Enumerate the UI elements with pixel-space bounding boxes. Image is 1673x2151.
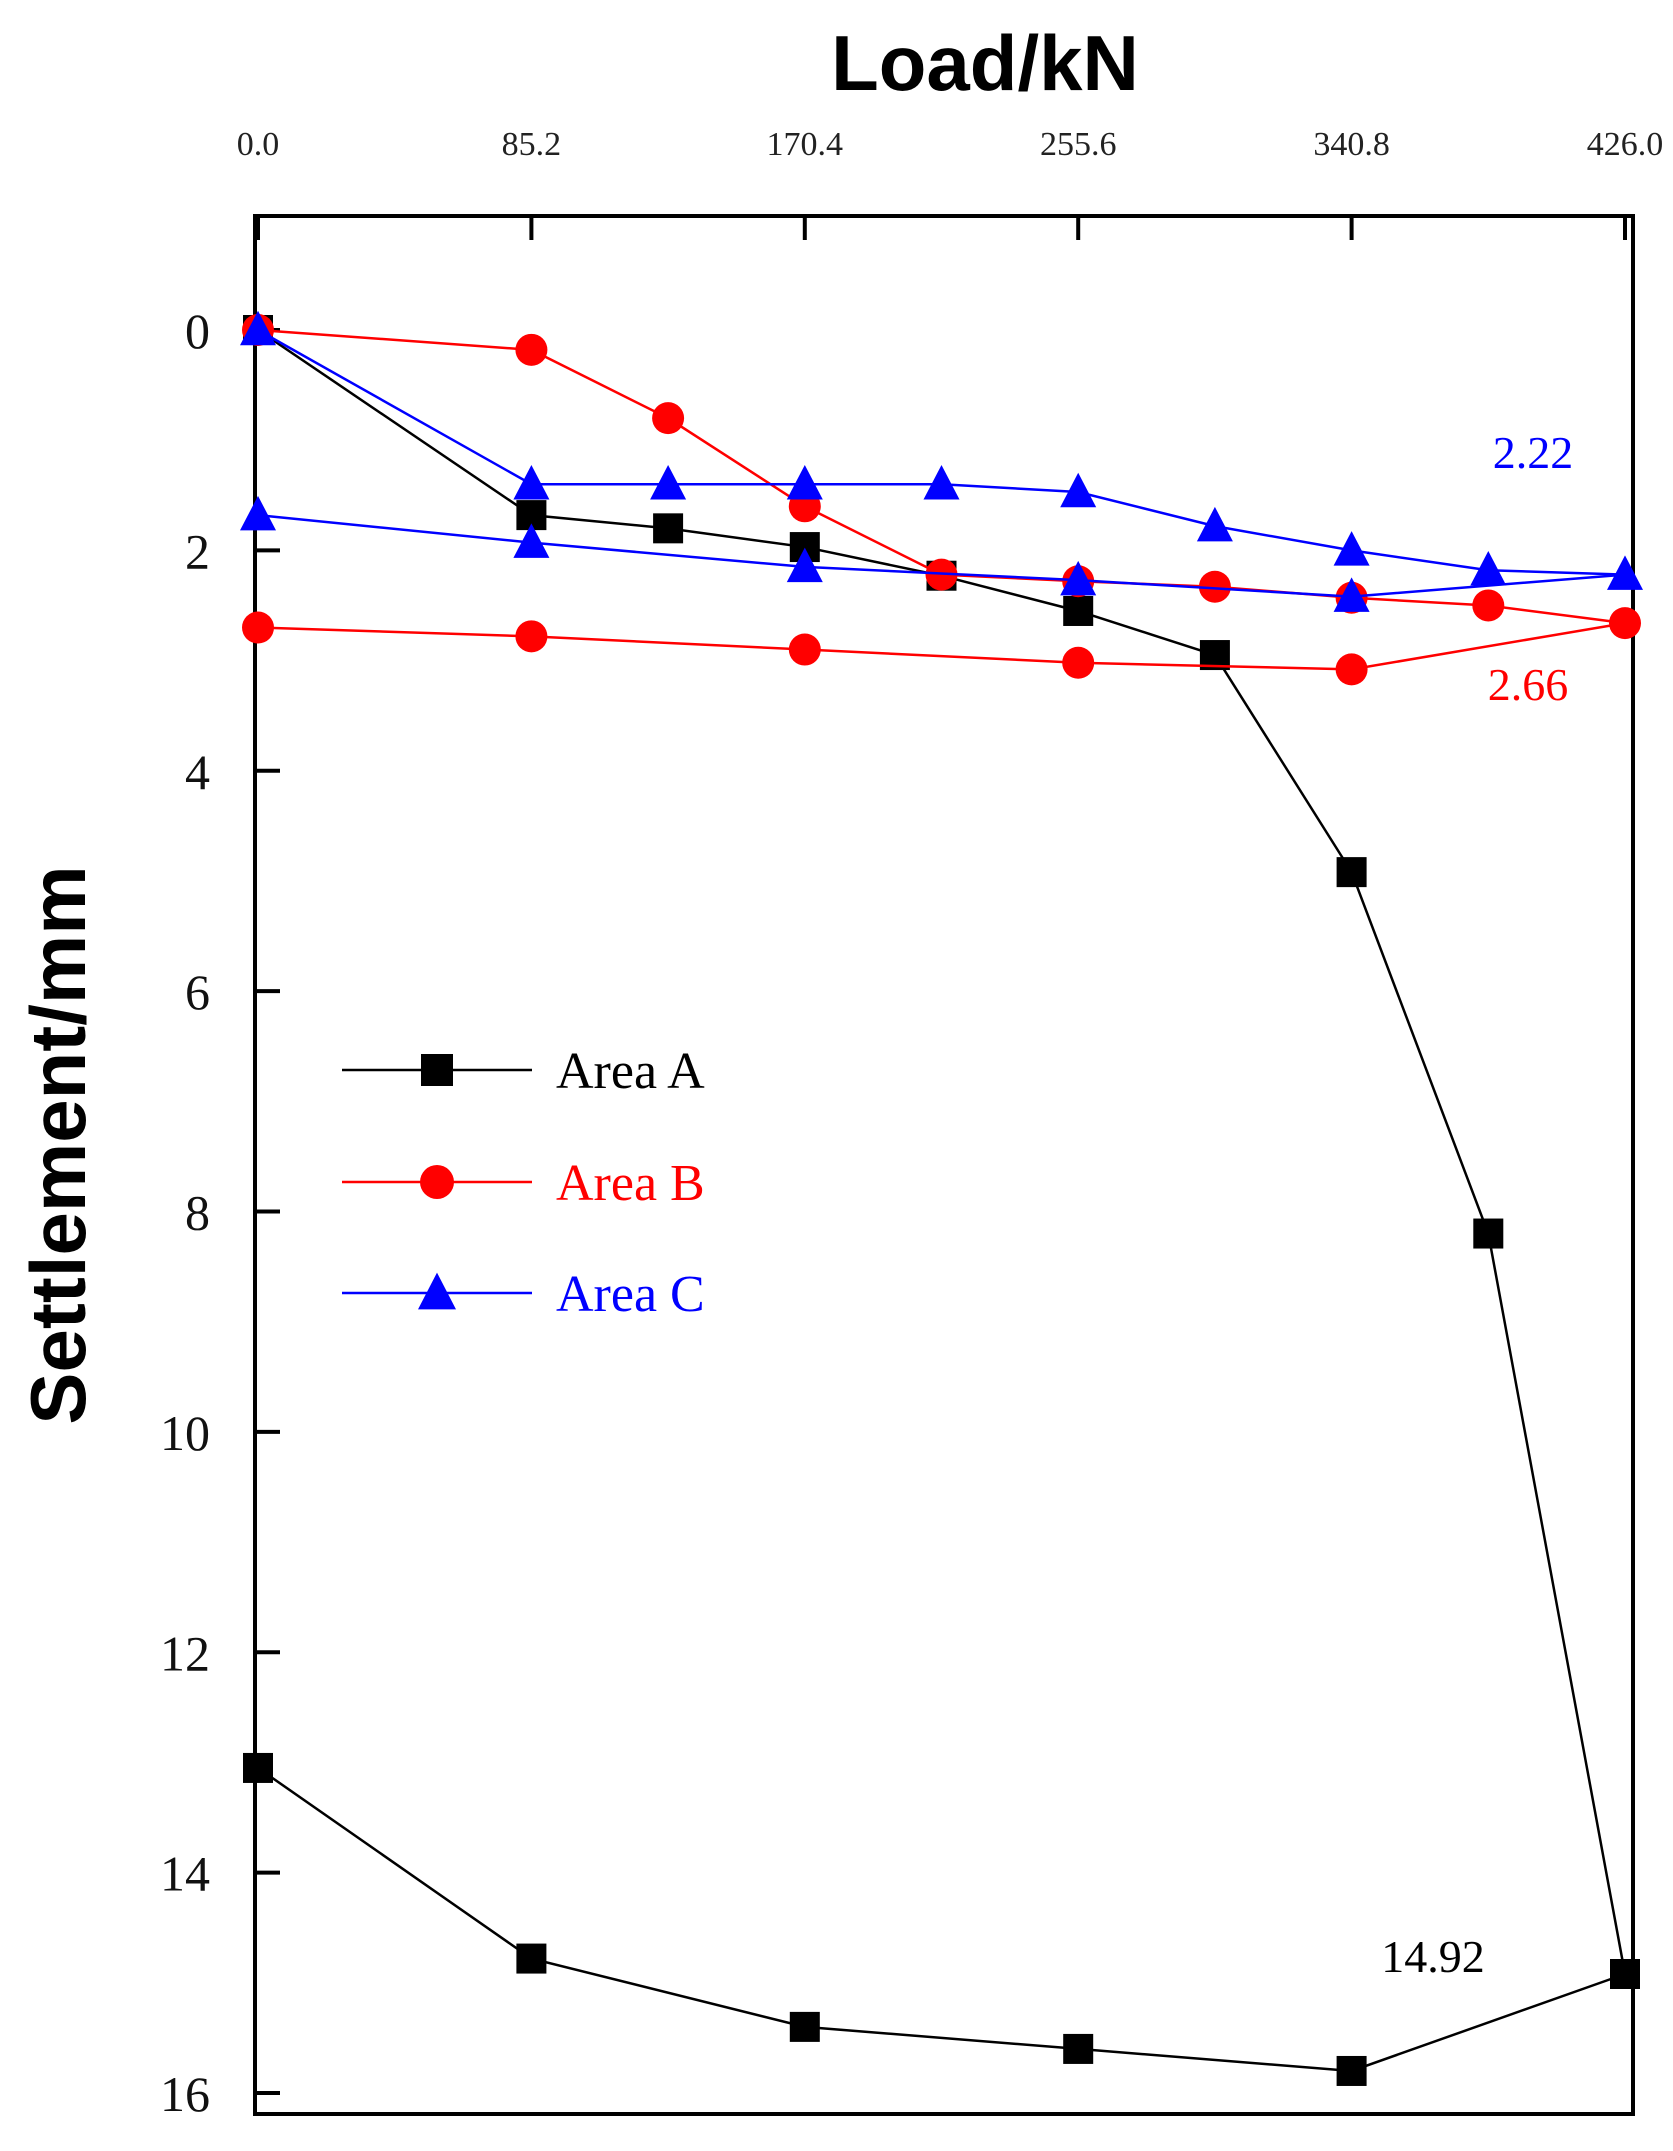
area-c-point bbox=[1196, 506, 1233, 542]
y-tick-label: 10 bbox=[160, 1405, 210, 1461]
plot-frame bbox=[253, 214, 1635, 2116]
legend-label-area-c: Area C bbox=[556, 1266, 705, 1323]
area-a-point bbox=[1473, 1218, 1504, 1249]
area-c-point bbox=[650, 465, 687, 500]
area-b-point bbox=[652, 402, 685, 435]
area-c-point bbox=[513, 523, 550, 558]
area-c-point bbox=[923, 465, 960, 500]
x-tick-label: 340.8 bbox=[1313, 126, 1390, 163]
x-axis-title: Load/kN bbox=[831, 19, 1139, 107]
x-tick-label: 426.0 bbox=[1587, 126, 1664, 163]
area-c-point bbox=[1333, 531, 1370, 566]
y-tick-label: 8 bbox=[185, 1185, 210, 1241]
area-a-point bbox=[1610, 1958, 1640, 1989]
series-area-b bbox=[242, 314, 1641, 686]
y-tick-label: 4 bbox=[185, 744, 210, 800]
y-tick-label: 6 bbox=[185, 964, 210, 1020]
area-b-point bbox=[515, 333, 548, 366]
y-tick-label: 0 bbox=[185, 303, 210, 359]
area-b-point bbox=[1472, 589, 1505, 622]
annotation-area-b-final: 2.66 bbox=[1488, 659, 1569, 710]
x-tick-label: 85.2 bbox=[502, 126, 562, 163]
area-b-point bbox=[1335, 653, 1368, 686]
area-a-point bbox=[1336, 2055, 1367, 2086]
area-c-point bbox=[1060, 560, 1097, 596]
area-a-loading-line bbox=[257, 328, 1627, 1975]
area-c-point bbox=[240, 495, 276, 531]
area-c-point bbox=[1607, 555, 1643, 590]
area-b-point bbox=[1609, 607, 1641, 640]
ticks-layer: 0.0 85.2 170.4 255.6 340.8 426.0 0 2 4 6 8 10 12 14 16 bbox=[160, 126, 1663, 2122]
legend-marker-area-b bbox=[420, 1165, 454, 1199]
area-a-point bbox=[243, 1752, 273, 1783]
area-a-point bbox=[1336, 857, 1367, 888]
area-b-point bbox=[1198, 570, 1231, 603]
area-b-point bbox=[1062, 646, 1095, 679]
area-c-point bbox=[1060, 472, 1097, 508]
y-tick-label: 12 bbox=[160, 1625, 210, 1681]
annotation-area-a-final: 14.92 bbox=[1381, 1931, 1485, 1982]
annotation-area-c-final: 2.22 bbox=[1493, 427, 1574, 478]
x-tick-label: 170.4 bbox=[767, 126, 844, 163]
area-c-point bbox=[1470, 550, 1507, 586]
x-tick-label: 255.6 bbox=[1040, 126, 1117, 163]
area-a-point bbox=[1063, 2033, 1094, 2064]
area-a-point bbox=[1063, 595, 1094, 626]
area-b-point bbox=[242, 611, 274, 644]
area-b-point bbox=[788, 633, 821, 666]
area-a-unloading-line bbox=[257, 1766, 1626, 2073]
area-a-point bbox=[516, 1943, 547, 1974]
legend: Area A Area B Area C bbox=[342, 1043, 705, 1323]
y-tick-label: 2 bbox=[185, 523, 210, 579]
area-a-point bbox=[653, 513, 684, 544]
area-c-unloading-line bbox=[257, 513, 1626, 598]
area-c-loading-line bbox=[257, 328, 1626, 576]
legend-marker-area-c bbox=[418, 1272, 456, 1310]
y-tick-label: 16 bbox=[160, 2066, 210, 2122]
series-area-c bbox=[240, 310, 1643, 612]
legend-label-area-b: Area B bbox=[556, 1155, 705, 1212]
area-c-point bbox=[240, 310, 276, 346]
area-c-point bbox=[1333, 577, 1370, 612]
area-b-point bbox=[515, 620, 548, 653]
area-c-point bbox=[786, 547, 823, 583]
area-b-unloading-line bbox=[257, 621, 1626, 671]
legend-label-area-a: Area A bbox=[556, 1043, 705, 1100]
area-c-point bbox=[513, 465, 550, 500]
x-tick-label: 0.0 bbox=[237, 126, 280, 163]
series-area-a bbox=[243, 315, 1640, 2086]
series-layer bbox=[240, 310, 1643, 2086]
area-c-point bbox=[786, 465, 823, 500]
y-tick-label: 14 bbox=[160, 1846, 210, 1902]
y-axis-title: Settlement/mm bbox=[14, 865, 102, 1424]
legend-marker-area-a bbox=[421, 1054, 453, 1086]
area-a-point bbox=[789, 2011, 820, 2042]
